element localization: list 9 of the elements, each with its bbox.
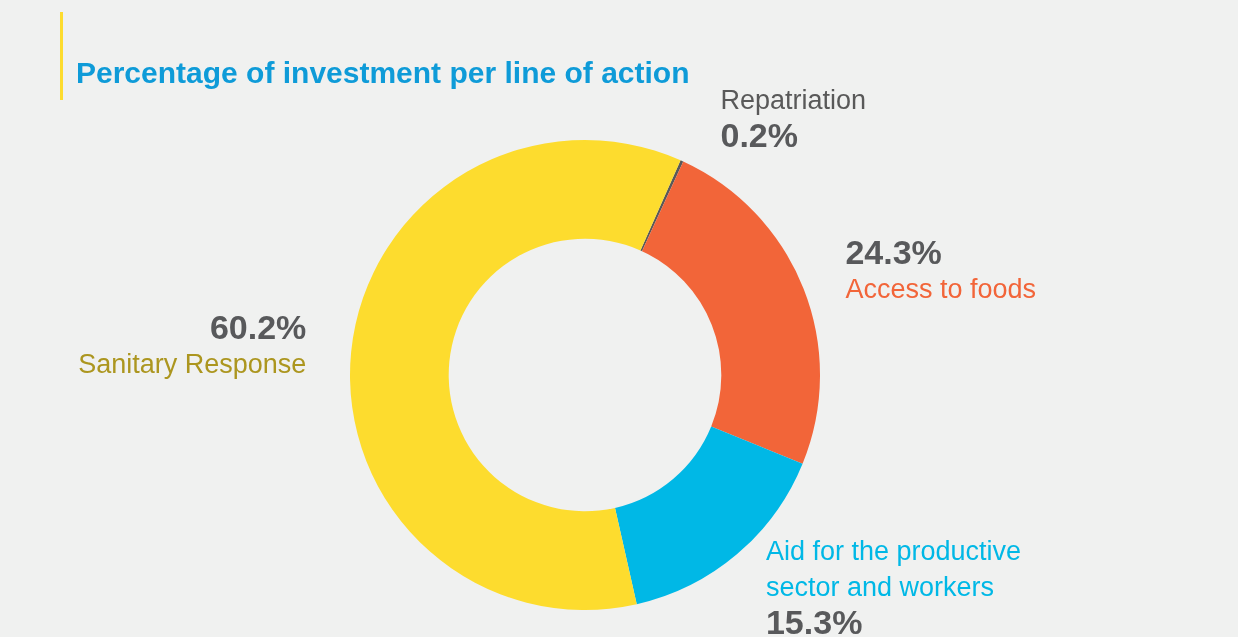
- slice-label: Repatriation: [720, 85, 867, 116]
- chart-title: Percentage of investment per line of action: [76, 56, 690, 90]
- data-label: 60.2%: [209, 307, 307, 346]
- slice-label: Aid for the productive sector and workers: [765, 536, 1022, 603]
- slice-label: Sanitary Response: [78, 348, 307, 379]
- slice-label: Access to foods: [845, 273, 1037, 304]
- data-label: 0.2%: [720, 116, 798, 155]
- data-label: 24.3%: [845, 232, 942, 271]
- data-label: 15.3%: [765, 603, 863, 637]
